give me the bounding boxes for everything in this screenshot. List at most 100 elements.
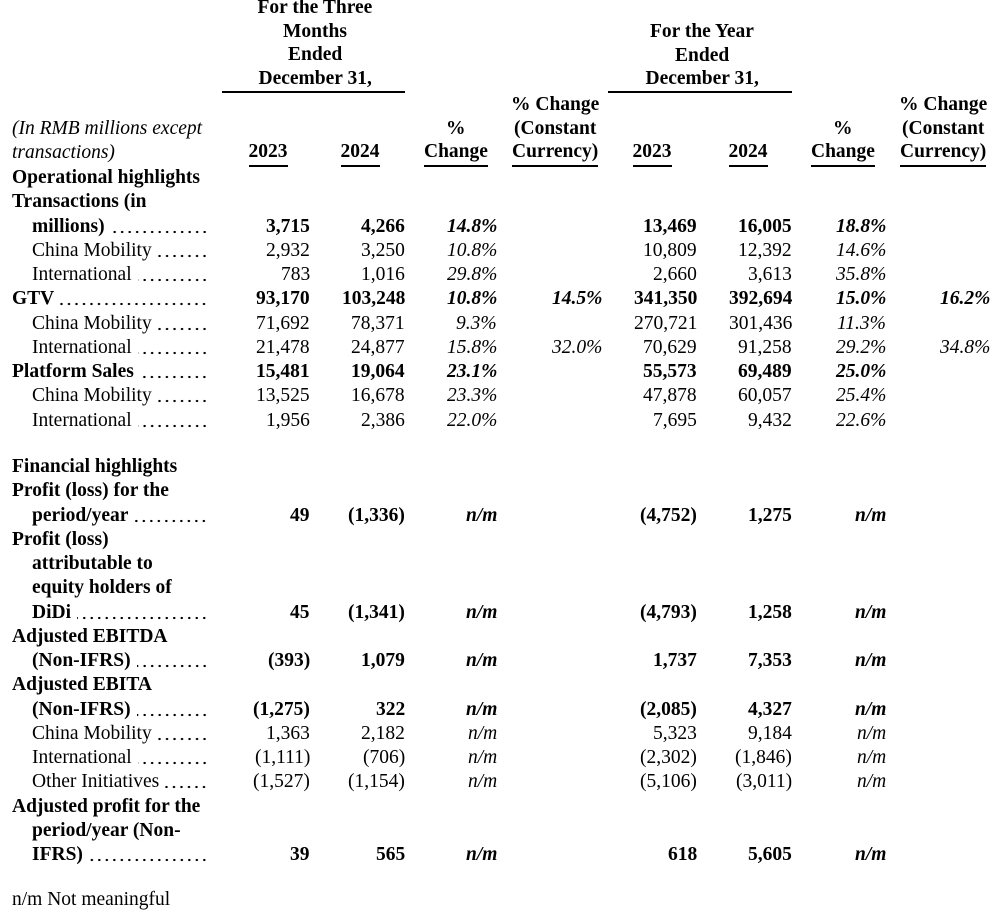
cell-value: (393) — [268, 650, 311, 671]
cell-value: 1,016 — [361, 264, 405, 285]
cell-value: 29.8% — [447, 264, 498, 285]
cell-value: 93,170 — [256, 288, 310, 310]
row-label: China Mobility — [32, 312, 208, 336]
group-header: December 31, — [645, 68, 759, 90]
cell-value: 2,182 — [361, 722, 405, 744]
cell-value: (1,336) — [348, 504, 405, 526]
label-text: International — [32, 747, 132, 768]
row-label: (Non-IFRS) — [32, 649, 208, 673]
cell-value: 39 — [290, 844, 310, 865]
cell-value: n/m — [468, 722, 498, 744]
cell-value: 1,079 — [361, 650, 405, 671]
group-header: Ended — [675, 44, 730, 66]
row-label: China Mobility — [32, 722, 208, 746]
header-rule — [222, 91, 405, 93]
cell-value: 45 — [290, 601, 310, 623]
cell-value: (1,527) — [253, 771, 310, 793]
row-label: period/year — [32, 504, 208, 528]
label-text: China Mobility — [32, 312, 152, 334]
label-text: Financial highlights — [12, 456, 178, 477]
cell-value: 32.0% — [552, 336, 603, 358]
cell-value: 341,350 — [634, 288, 698, 310]
cell-value: 49 — [290, 504, 310, 526]
row-label: China Mobility — [32, 384, 208, 408]
cell-value: 3,613 — [748, 264, 792, 285]
label-text: Profit (loss) — [12, 528, 109, 550]
cell-value: 15.0% — [836, 288, 887, 310]
cell-value: n/m — [855, 650, 887, 671]
column-header: (Constant — [902, 118, 985, 139]
cell-value: 1,363 — [266, 722, 310, 744]
label-text: (Non-IFRS) — [32, 698, 131, 720]
dot-leader — [60, 302, 208, 307]
cell-value: 60,057 — [738, 385, 792, 407]
row-label: attributable to — [32, 552, 153, 576]
group-header: Months — [283, 20, 347, 42]
cell-value: 270,721 — [634, 312, 698, 334]
cell-value: 2,932 — [266, 239, 310, 261]
row-label: millions) — [32, 215, 208, 239]
dot-leader — [137, 761, 208, 765]
cell-value: 11.3% — [837, 312, 886, 334]
cell-value: n/m — [468, 747, 498, 768]
cell-value: 16,678 — [351, 385, 405, 407]
row-label: Operational highlights — [12, 166, 200, 190]
cell-value: 24,877 — [351, 336, 405, 358]
dot-leader — [139, 375, 208, 379]
cell-value: 19,064 — [351, 361, 405, 382]
row-label: GTV — [12, 287, 208, 311]
dot-leader — [157, 399, 208, 404]
cell-value: 10.8% — [447, 288, 498, 310]
cell-value: n/m — [857, 747, 887, 768]
dot-leader — [157, 326, 208, 331]
cell-value: 1,737 — [653, 650, 697, 671]
cell-value: 15,481 — [256, 361, 310, 382]
cell-value: n/m — [855, 601, 887, 623]
cell-value: n/m — [466, 601, 498, 623]
column-header: Change — [811, 141, 875, 167]
units-note: (In RMB millions except — [12, 118, 203, 139]
cell-value: 47,878 — [643, 385, 697, 407]
dot-leader — [134, 518, 208, 523]
cell-value: 18.8% — [836, 215, 887, 237]
dot-leader — [136, 712, 208, 717]
cell-value: 25.4% — [836, 385, 887, 407]
cell-value: 55,573 — [643, 361, 697, 382]
label-text: International — [32, 409, 132, 431]
cell-value: 13,469 — [643, 215, 697, 237]
cell-value: (1,341) — [348, 601, 405, 623]
row-label: Financial highlights — [12, 455, 177, 479]
cell-value: 23.1% — [447, 361, 498, 382]
cell-value: 1,275 — [748, 504, 792, 526]
cell-value: 5,605 — [748, 844, 792, 865]
cell-value: 4,327 — [748, 698, 792, 720]
cell-value: 29.2% — [836, 336, 887, 358]
cell-value: 10,809 — [643, 239, 697, 261]
label-text: period/year — [32, 504, 129, 526]
column-header: % Change — [511, 94, 600, 115]
column-header: 2023 — [248, 141, 288, 167]
cell-value: n/m — [466, 844, 498, 865]
column-header: 2024 — [340, 141, 380, 167]
column-header: Currency) — [900, 141, 987, 167]
cell-value: 2,660 — [653, 264, 697, 285]
label-text: China Mobility — [32, 385, 152, 407]
row-label: Platform Sales — [12, 360, 208, 384]
cell-value: (5,106) — [640, 771, 697, 793]
cell-value: 783 — [281, 264, 311, 285]
label-text: period/year (Non- — [32, 819, 181, 841]
cell-value: n/m — [468, 771, 498, 793]
cell-value: (2,302) — [640, 747, 697, 768]
dot-leader — [77, 615, 208, 620]
label-text: DiDi — [32, 601, 71, 623]
cell-value: n/m — [857, 771, 887, 793]
cell-value: 2,386 — [361, 409, 405, 431]
column-header: 2024 — [728, 141, 768, 167]
column-header: 2023 — [632, 141, 672, 167]
row-label: China Mobility — [32, 239, 208, 263]
dot-leader — [157, 736, 208, 741]
cell-value: (3,011) — [736, 771, 793, 793]
cell-value: n/m — [857, 722, 887, 744]
cell-value: 4,266 — [361, 215, 405, 237]
cell-value: 322 — [376, 698, 406, 720]
